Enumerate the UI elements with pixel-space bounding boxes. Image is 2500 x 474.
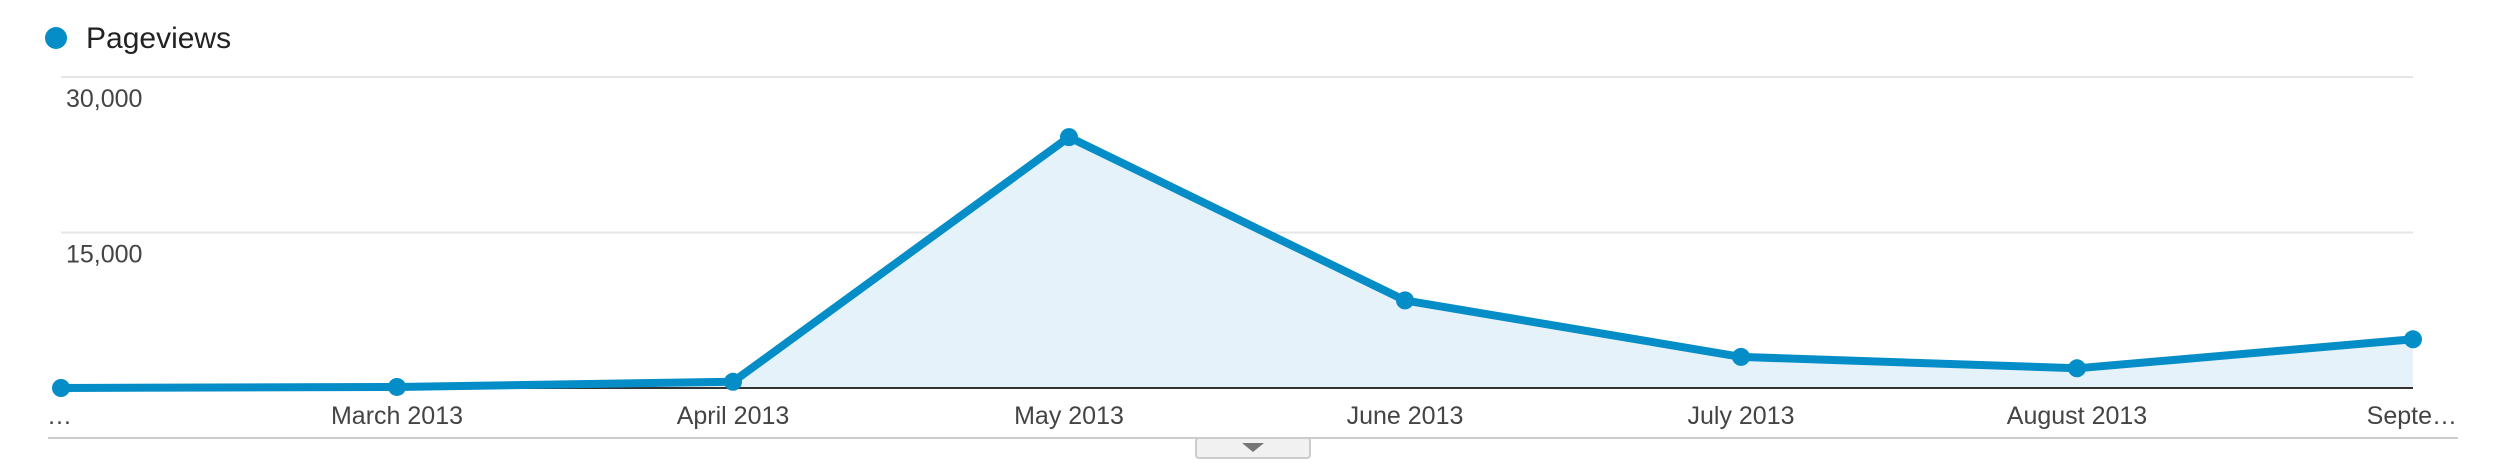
x-tick-label: July 2013 <box>1687 402 1794 430</box>
x-tick-label: Septe… <box>2367 402 2457 430</box>
point <box>388 377 406 396</box>
x-tick-label: April 2013 <box>677 402 790 430</box>
point <box>2068 359 2086 378</box>
point <box>1732 347 1750 366</box>
point <box>1396 291 1414 310</box>
expand-tab[interactable] <box>1195 437 1311 459</box>
point <box>724 372 742 391</box>
x-tick-label: August 2013 <box>2007 402 2147 430</box>
point <box>52 379 70 397</box>
area <box>61 137 2413 388</box>
x-tick-label: June 2013 <box>1347 402 1464 430</box>
x-tick-label: March 2013 <box>331 402 463 430</box>
x-tick-label: … <box>47 402 72 430</box>
y-tick-label: 30,000 <box>66 85 142 113</box>
tab-arrow <box>1242 443 1264 452</box>
legend-label: Pageviews <box>86 22 231 55</box>
point <box>2404 330 2422 349</box>
y-tick-label: 15,000 <box>66 241 142 269</box>
legend-swatch <box>45 27 67 49</box>
x-tick-label: May 2013 <box>1014 402 1124 430</box>
line <box>60 133 2414 392</box>
point <box>1060 128 1078 147</box>
